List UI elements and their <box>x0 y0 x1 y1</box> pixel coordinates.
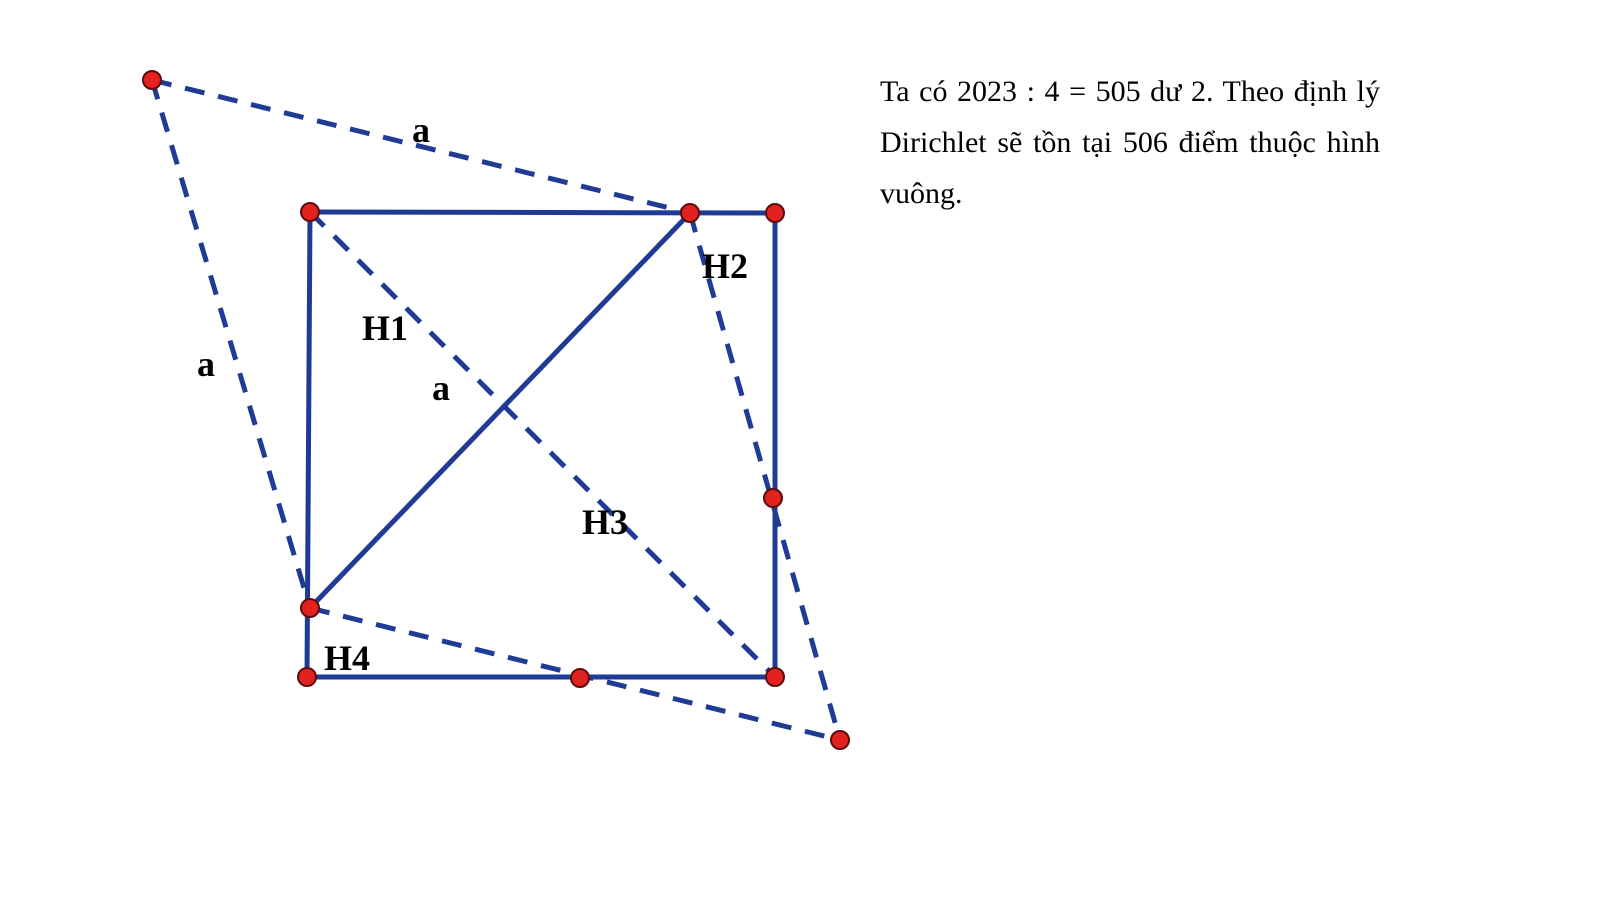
diagram-point <box>143 71 161 89</box>
diagram-point <box>681 204 699 222</box>
explanation-text: Ta có 2023 : 4 = 505 dư 2. Theo định lý … <box>880 66 1380 219</box>
diagram-point <box>301 599 319 617</box>
diagram-point <box>766 204 784 222</box>
diagram-label: H2 <box>702 246 748 286</box>
diagram-label: H4 <box>324 638 370 678</box>
diagram-label: a <box>432 368 450 408</box>
diagram-label: H1 <box>362 308 408 348</box>
diagram-label: H3 <box>582 502 628 542</box>
diagram-line <box>310 212 775 213</box>
diagram-point <box>571 669 589 687</box>
diagram-point <box>764 489 782 507</box>
diagram-label: a <box>412 110 430 150</box>
diagram-label: a <box>197 344 215 384</box>
diagram-point <box>831 731 849 749</box>
diagram-line <box>690 213 840 740</box>
diagram-point <box>298 668 316 686</box>
diagram-point <box>766 668 784 686</box>
diagram-line <box>152 80 310 608</box>
page-container: a a a H1 H2 H3 H4 Ta có 2023 : 4 = 505 dư 2. T… <box>0 0 1600 900</box>
geometry-diagram: a a a H1 H2 H3 H4 <box>0 0 1000 900</box>
diagram-point <box>301 203 319 221</box>
